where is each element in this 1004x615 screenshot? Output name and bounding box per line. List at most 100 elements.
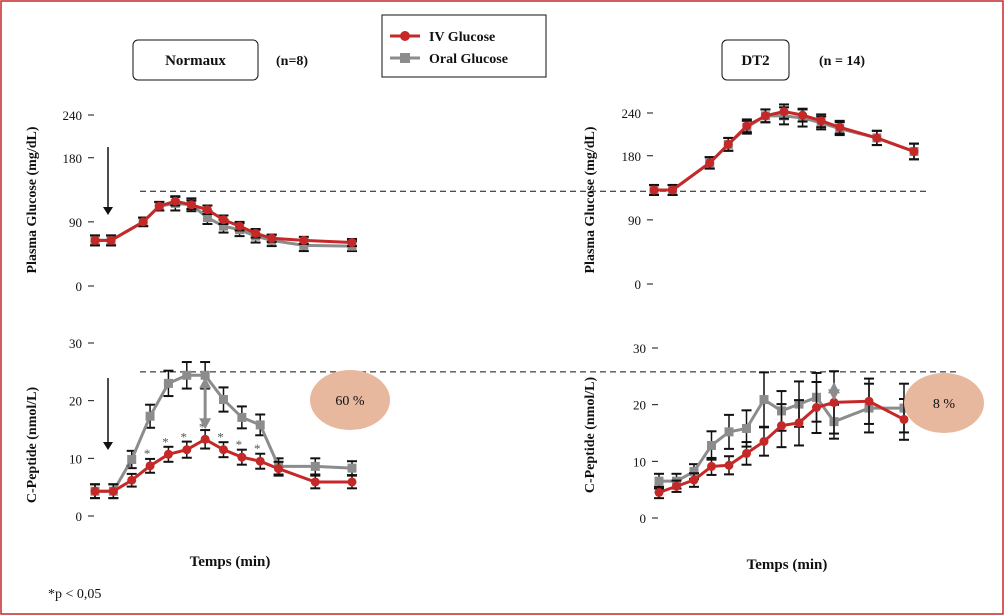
iv-data-point xyxy=(310,477,320,487)
iv-data-point xyxy=(202,205,212,215)
iv-data-point xyxy=(672,481,681,491)
iv-data-point xyxy=(668,185,678,195)
legend-oral-marker xyxy=(400,53,410,63)
y-axis-label: C-Peptide (nmol/L) xyxy=(583,377,598,494)
iv-data-point xyxy=(90,486,100,496)
legend-iv-label: IV Glucose xyxy=(429,30,495,45)
footnote: *p < 0,05 xyxy=(48,587,101,602)
iv-data-point xyxy=(649,185,659,195)
iv-data-point xyxy=(909,146,919,156)
stimulus-arrow-head xyxy=(103,442,113,450)
panel-dt2-cpeptide: 0 10 20 30 C-Peptide (nmol/L) 8 % xyxy=(583,341,984,526)
oral-data-point xyxy=(219,221,228,231)
iv-data-point xyxy=(267,233,277,243)
y-axis-label: Plasma Glucose (mg/dL) xyxy=(583,126,598,273)
iv-data-point xyxy=(742,448,751,458)
panel-dt2-glucose: 0 90 180 240 Plasma Glucose (mg/dL) xyxy=(583,103,919,292)
legend-oral-label: Oral Glucose xyxy=(429,52,508,67)
iv-data-point xyxy=(274,464,284,474)
iv-data-point xyxy=(864,396,874,406)
iv-data-point xyxy=(724,460,734,470)
percent-badge-label: 8 % xyxy=(933,397,956,412)
iv-data-point xyxy=(707,461,716,471)
oral-series-line xyxy=(654,114,915,192)
iv-data-point xyxy=(138,217,148,227)
iv-data-point xyxy=(759,437,769,446)
y-tick-label: 10 xyxy=(633,454,646,469)
iv-data-point xyxy=(705,158,715,168)
iv-data-point xyxy=(235,221,245,231)
iv-data-point xyxy=(654,488,664,497)
iv-data-point xyxy=(899,414,909,424)
iv-data-point xyxy=(760,111,770,121)
y-tick-label: 0 xyxy=(76,279,83,294)
y-tick-label: 0 xyxy=(640,511,647,526)
iv-data-point xyxy=(106,235,116,245)
oral-data-point xyxy=(163,378,173,388)
y-tick-label: 10 xyxy=(69,451,82,466)
panel-normaux-glucose: 0 90 180 240 Plasma Glucose (mg/dL) xyxy=(25,108,930,294)
oral-data-point xyxy=(724,427,734,437)
legend-iv-marker xyxy=(400,31,410,41)
oral-data-point xyxy=(145,411,155,421)
significance-asterisk: * xyxy=(162,434,169,449)
oral-data-point xyxy=(759,395,769,405)
significance-asterisk: * xyxy=(125,460,132,475)
y-axis-label: C-Peptide (nmol/L) xyxy=(25,387,40,504)
y-tick-label: 240 xyxy=(63,108,83,123)
oral-data-point xyxy=(127,454,137,464)
iv-data-point xyxy=(127,475,137,485)
oral-data-point xyxy=(202,213,212,223)
iv-data-point xyxy=(182,445,192,455)
iv-data-point xyxy=(798,110,808,120)
iv-data-point xyxy=(347,477,357,487)
oral-data-point xyxy=(742,423,751,433)
iv-data-point xyxy=(170,196,180,206)
iv-data-point xyxy=(145,461,155,471)
normaux-label: Normaux xyxy=(165,53,226,69)
iv-data-point xyxy=(794,418,804,428)
y-axis-label: Plasma Glucose (mg/dL) xyxy=(25,126,40,273)
y-tick-label: 90 xyxy=(69,215,82,230)
iv-data-point xyxy=(829,397,839,407)
iv-data-point xyxy=(154,201,164,211)
oral-data-point xyxy=(200,370,210,380)
significance-asterisk: * xyxy=(144,446,151,461)
percent-badge xyxy=(904,373,984,433)
legend: IV Glucose Oral Glucose xyxy=(381,14,547,78)
normaux-label-box xyxy=(132,39,259,81)
y-tick-label: 90 xyxy=(628,213,641,228)
iv-series-line xyxy=(654,110,915,192)
normaux-n-label: (n=8) xyxy=(276,54,308,69)
iv-data-point xyxy=(200,434,210,444)
percent-badge xyxy=(310,370,390,430)
oral-data-point xyxy=(689,467,699,477)
iv-data-point xyxy=(689,475,699,485)
iv-data-point xyxy=(812,403,821,412)
oral-data-point xyxy=(347,463,357,473)
dt2-label-box xyxy=(721,39,790,81)
iv-data-point xyxy=(237,452,247,462)
iv-data-point xyxy=(251,228,261,238)
y-tick-label: 180 xyxy=(622,149,642,164)
y-tick-label: 0 xyxy=(635,277,642,292)
iv-data-point xyxy=(347,238,357,248)
significance-asterisk: * xyxy=(181,430,188,445)
oral-data-point xyxy=(219,395,228,405)
iv-data-point xyxy=(816,116,826,126)
y-tick-label: 0 xyxy=(76,509,83,524)
oral-data-point xyxy=(707,440,716,450)
difference-arrow-head xyxy=(828,389,840,401)
x-label-normaux: Temps (min) xyxy=(190,554,271,570)
iv-data-point xyxy=(723,139,733,149)
difference-arrow-head xyxy=(199,418,212,430)
iv-data-point xyxy=(872,133,882,143)
y-tick-label: 30 xyxy=(633,341,646,356)
iv-data-point xyxy=(108,486,118,496)
iv-data-point xyxy=(219,215,228,225)
oral-data-point xyxy=(237,412,247,422)
iv-data-point xyxy=(742,121,752,131)
dt2-n-label: (n = 14) xyxy=(819,54,865,69)
significance-asterisk: * xyxy=(199,419,206,434)
